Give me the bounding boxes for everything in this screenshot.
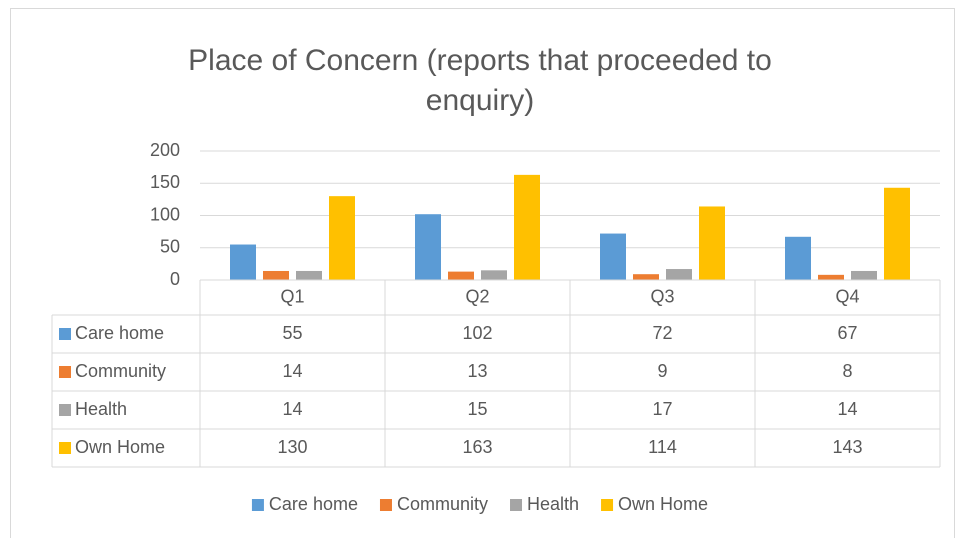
table-value: 14 bbox=[282, 399, 302, 419]
bar bbox=[448, 271, 474, 280]
y-tick-label: 150 bbox=[150, 172, 180, 192]
table-value: 17 bbox=[652, 399, 672, 419]
y-tick-label: 0 bbox=[170, 269, 180, 289]
table-row-label: Community bbox=[75, 361, 166, 381]
legend-label: Community bbox=[397, 494, 488, 514]
table-value: 143 bbox=[832, 437, 862, 457]
bar bbox=[699, 206, 725, 280]
y-tick-label: 100 bbox=[150, 204, 180, 224]
bar bbox=[230, 244, 256, 280]
legend-key bbox=[379, 499, 392, 511]
chart-title: Place of Concern (reports that proceeded… bbox=[188, 44, 772, 77]
x-tick-label: Q3 bbox=[650, 286, 674, 306]
table-value: 130 bbox=[277, 437, 307, 457]
legend-key bbox=[251, 499, 264, 511]
legend-label: Health bbox=[527, 494, 579, 514]
table-row-label: Own Home bbox=[75, 437, 165, 457]
table-value: 55 bbox=[282, 323, 302, 343]
table-value: 72 bbox=[652, 323, 672, 343]
table-legend-key bbox=[59, 366, 71, 378]
bar bbox=[785, 236, 811, 280]
table-row-label: Health bbox=[75, 399, 127, 419]
table-value: 8 bbox=[842, 361, 852, 381]
y-tick-label: 50 bbox=[160, 237, 180, 257]
table-row-label: Care home bbox=[75, 323, 164, 343]
x-tick-label: Q4 bbox=[835, 286, 859, 306]
bar bbox=[481, 270, 507, 280]
legend-key bbox=[510, 499, 523, 511]
table-value: 163 bbox=[462, 437, 492, 457]
table-legend-key bbox=[59, 404, 71, 416]
chart-title: enquiry) bbox=[426, 84, 534, 117]
bar bbox=[600, 233, 626, 280]
legend-key bbox=[601, 499, 614, 511]
x-tick-label: Q1 bbox=[280, 286, 304, 306]
table-value: 102 bbox=[462, 323, 492, 343]
table-value: 13 bbox=[467, 361, 487, 381]
table-value: 9 bbox=[657, 361, 667, 381]
bar bbox=[818, 274, 844, 280]
bar bbox=[884, 187, 910, 280]
table-value: 67 bbox=[837, 323, 857, 343]
table-legend-key bbox=[59, 442, 71, 454]
table-value: 14 bbox=[282, 361, 302, 381]
bar bbox=[296, 270, 322, 280]
bar bbox=[329, 196, 355, 280]
table-value: 114 bbox=[648, 437, 677, 457]
legend-label: Care home bbox=[269, 494, 358, 514]
bar bbox=[666, 269, 692, 280]
x-tick-label: Q2 bbox=[465, 286, 489, 306]
bar bbox=[415, 214, 441, 280]
bar bbox=[263, 270, 289, 280]
table-legend-key bbox=[59, 328, 71, 340]
bar bbox=[514, 174, 540, 280]
y-tick-label: 200 bbox=[150, 140, 180, 160]
bar bbox=[851, 270, 877, 280]
table-value: 14 bbox=[837, 399, 857, 419]
legend-label: Own Home bbox=[618, 494, 708, 514]
bar bbox=[633, 274, 659, 280]
table-value: 15 bbox=[467, 399, 487, 419]
